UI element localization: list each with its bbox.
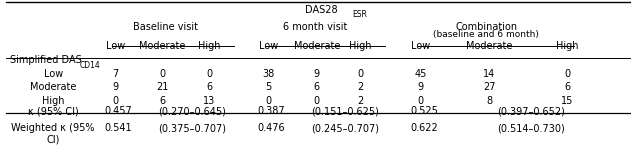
Text: 0.622: 0.622 (410, 123, 438, 133)
Text: 0: 0 (265, 96, 271, 106)
Text: κ (95% CI): κ (95% CI) (28, 106, 79, 116)
Text: High: High (556, 41, 579, 51)
Text: 0: 0 (564, 69, 570, 79)
Text: (0.397–0.652): (0.397–0.652) (497, 106, 565, 116)
Text: 27: 27 (483, 82, 496, 92)
Text: 0: 0 (418, 96, 424, 106)
Text: 0.457: 0.457 (105, 106, 133, 116)
Text: 9: 9 (112, 82, 119, 92)
Text: Combination: Combination (455, 22, 517, 32)
Text: (0.270–0.645): (0.270–0.645) (158, 106, 226, 116)
Text: Moderate: Moderate (30, 82, 76, 92)
Text: 0: 0 (206, 69, 212, 79)
Text: 9: 9 (314, 69, 320, 79)
Text: 6: 6 (314, 82, 320, 92)
Text: 0.541: 0.541 (105, 123, 133, 133)
Text: 0: 0 (112, 96, 119, 106)
Text: Low: Low (259, 41, 278, 51)
Text: Simplified DAS: Simplified DAS (9, 55, 81, 65)
Text: 6: 6 (564, 82, 570, 92)
Text: Baseline visit: Baseline visit (133, 22, 198, 32)
Text: 6: 6 (159, 96, 165, 106)
Text: High: High (349, 41, 372, 51)
Text: 8: 8 (487, 96, 492, 106)
Text: Moderate: Moderate (466, 41, 512, 51)
Text: (0.514–0.730): (0.514–0.730) (498, 123, 565, 133)
Text: 9: 9 (418, 82, 424, 92)
Text: 5: 5 (265, 82, 271, 92)
Text: Moderate: Moderate (139, 41, 186, 51)
Text: High: High (198, 41, 220, 51)
Text: 21: 21 (156, 82, 168, 92)
Text: 15: 15 (561, 96, 574, 106)
Text: 38: 38 (262, 69, 274, 79)
Text: CD14: CD14 (80, 61, 100, 70)
Text: Low: Low (44, 69, 63, 79)
Text: Low: Low (106, 41, 125, 51)
Text: Low: Low (411, 41, 430, 51)
Text: 0.525: 0.525 (410, 106, 438, 116)
Text: Moderate: Moderate (293, 41, 340, 51)
Text: 6: 6 (206, 82, 212, 92)
Text: 7: 7 (112, 69, 119, 79)
Text: (baseline and 6 month): (baseline and 6 month) (433, 29, 540, 39)
Text: 13: 13 (203, 96, 215, 106)
Text: 6 month visit: 6 month visit (283, 22, 347, 32)
Text: 0.387: 0.387 (257, 106, 285, 116)
Text: 14: 14 (483, 69, 495, 79)
Text: Weighted κ (95%
CI): Weighted κ (95% CI) (11, 123, 95, 145)
Text: 0: 0 (314, 96, 320, 106)
Text: 0.476: 0.476 (257, 123, 285, 133)
Text: (0.375–0.707): (0.375–0.707) (158, 123, 226, 133)
Text: High: High (42, 96, 64, 106)
Text: (0.245–0.707): (0.245–0.707) (311, 123, 379, 133)
Text: 0: 0 (357, 69, 363, 79)
Text: 0: 0 (159, 69, 165, 79)
Text: ESR: ESR (352, 10, 367, 19)
Text: 2: 2 (357, 96, 363, 106)
Text: 45: 45 (415, 69, 427, 79)
Text: (0.151–0.625): (0.151–0.625) (311, 106, 379, 116)
Text: DAS28: DAS28 (305, 5, 338, 15)
Text: 2: 2 (357, 82, 363, 92)
